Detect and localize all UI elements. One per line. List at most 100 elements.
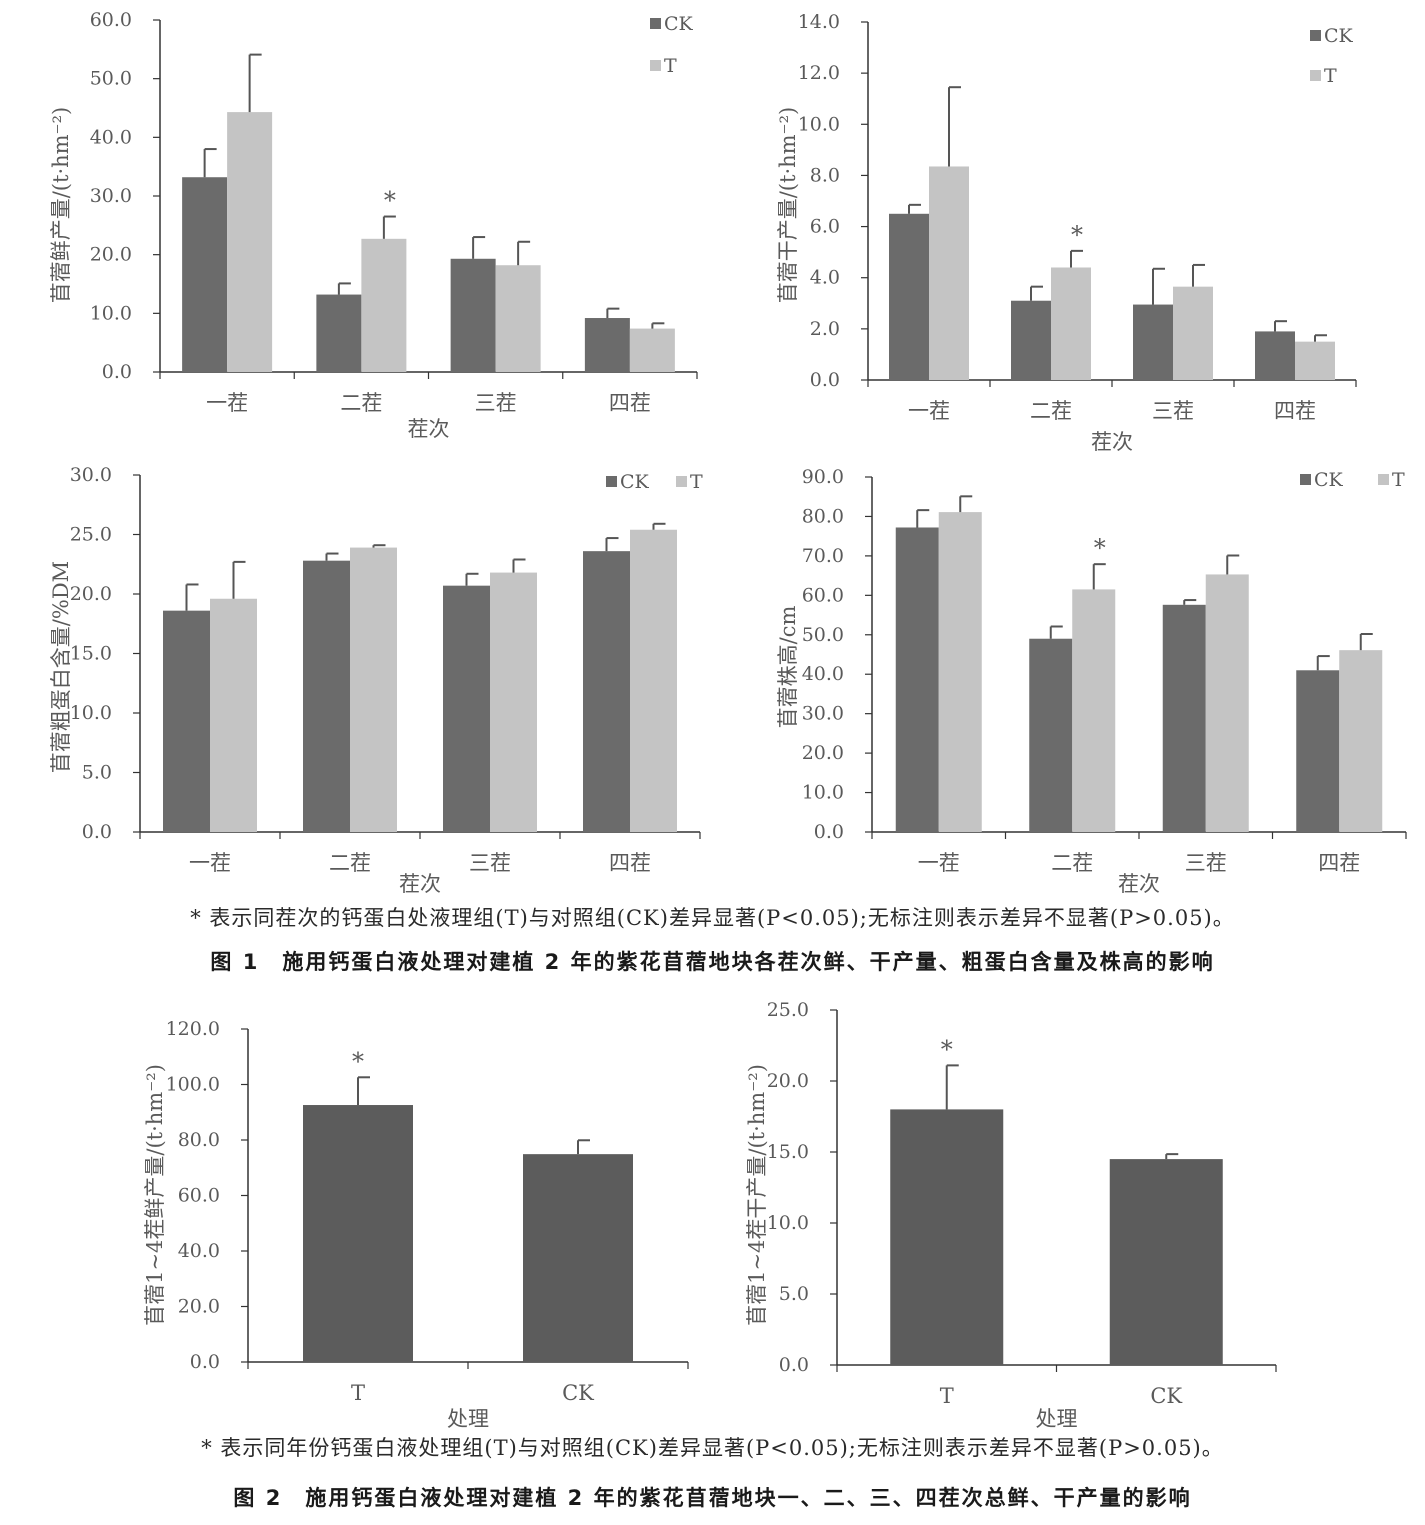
y-tick-label: 40.0 [90, 126, 132, 148]
bar-t [629, 328, 675, 372]
y-tick-label: 15.0 [767, 1141, 809, 1163]
y-tick-label: 60.0 [802, 584, 844, 606]
y-tick-label: 120.0 [166, 1018, 220, 1040]
significance-marker: * [1071, 221, 1083, 249]
x-category-label: T [351, 1381, 365, 1405]
bar-t [210, 598, 257, 832]
bar-ck [1296, 670, 1340, 832]
legend-label-t: T [1392, 469, 1405, 491]
bar-value [523, 1154, 633, 1362]
x-category-label: 一茬 [918, 851, 960, 875]
bar-ck [895, 527, 939, 832]
bar-ck [584, 318, 630, 372]
y-tick-label: 30.0 [90, 185, 132, 207]
y-tick-label: 6.0 [810, 216, 840, 238]
legend-label-ck: CK [1314, 469, 1344, 491]
x-axis-title: 茬次 [1091, 430, 1133, 454]
y-tick-label: 14.0 [798, 11, 840, 33]
x-category-label: 三茬 [1152, 399, 1194, 423]
bar-t [630, 529, 677, 832]
significance-marker: * [941, 1035, 953, 1063]
y-tick-label: 20.0 [178, 1296, 220, 1318]
figure2-note: * 表示同年份钙蛋白液处理组(T)与对照组(CK)差异显著(P<0.05);无标… [201, 1436, 1224, 1460]
y-tick-label: 60.0 [90, 9, 132, 31]
y-axis-title: 苜蓿1~4茬干产量/(t·hm⁻²) [745, 1064, 769, 1326]
y-tick-label: 4.0 [810, 267, 840, 289]
bar-t [227, 112, 273, 373]
legend-swatch-t [676, 476, 687, 487]
bar-ck [889, 213, 929, 380]
bar-value [890, 1109, 1004, 1365]
x-category-label: 三茬 [1185, 851, 1227, 875]
figure1-note: * 表示同茬次的钙蛋白处液理组(T)与对照组(CK)差异显著(P<0.05);无… [190, 906, 1235, 930]
legend-swatch-ck [1310, 30, 1321, 41]
bar-value [303, 1105, 413, 1362]
bar-t [938, 512, 982, 832]
x-category-label: T [940, 1384, 954, 1408]
x-category-label: 二茬 [1051, 851, 1093, 875]
y-tick-label: 25.0 [767, 999, 809, 1021]
bar-t [929, 166, 969, 380]
bar-t [495, 265, 541, 372]
bar-t [1205, 574, 1249, 832]
bar-ck [1133, 304, 1173, 380]
bar-t [490, 572, 537, 832]
y-axis-title: 苜蓿干产量/(t·hm⁻²) [776, 107, 800, 304]
x-category-label: CK [562, 1381, 594, 1405]
bar-ck [450, 258, 496, 372]
legend-label-ck: CK [664, 13, 694, 35]
bar-t [1339, 650, 1383, 832]
legend-label-t: T [1324, 65, 1337, 87]
legend-swatch-t [1310, 70, 1321, 81]
y-tick-label: 20.0 [90, 244, 132, 266]
y-tick-label: 5.0 [779, 1283, 809, 1305]
legend-swatch-ck [606, 476, 617, 487]
y-tick-label: 10.0 [798, 113, 840, 135]
y-tick-label: 10.0 [802, 782, 844, 804]
bar-t [361, 238, 407, 372]
y-tick-label: 20.0 [802, 742, 844, 764]
figure1-caption: 图 1 施用钙蛋白液处理对建植 2 年的紫花苜蓿地块各茬次鲜、干产量、粗蛋白含量… [210, 950, 1215, 974]
y-tick-label: 40.0 [178, 1240, 220, 1262]
x-axis-title: 茬次 [1118, 872, 1160, 896]
y-tick-label: 50.0 [90, 68, 132, 90]
bar-ck [1011, 300, 1051, 380]
legend-swatch-ck [1300, 474, 1311, 485]
x-category-label: 三茬 [475, 391, 517, 415]
y-tick-label: 10.0 [90, 302, 132, 324]
y-axis-title: 苜蓿鲜产量/(t·hm⁻²) [49, 107, 73, 304]
y-tick-label: 80.0 [802, 505, 844, 527]
bar-ck [1162, 604, 1206, 832]
x-category-label: 一茬 [189, 851, 231, 875]
total-dry-yield-chart: 0.0 5.0 10.0 15.0 20.0 25.0 * T CK 处理 苜蓿1~4茬干产量/(t… [745, 999, 1277, 1431]
y-tick-label: 0.0 [102, 361, 132, 383]
plant-height-chart: 0.0 10.0 20.0 30.0 40.0 50.0 60.0 70.0 80.0 90.0 一… [776, 466, 1407, 896]
y-tick-label: 30.0 [802, 703, 844, 725]
y-tick-label: 50.0 [802, 624, 844, 646]
y-tick-label: 30.0 [70, 464, 112, 486]
bar-ck [1255, 331, 1295, 380]
bar-ck [303, 560, 350, 832]
bar-ck [163, 610, 210, 832]
legend-swatch-t [1378, 474, 1389, 485]
bar-ck [443, 585, 490, 832]
x-axis-title: 处理 [1036, 1407, 1078, 1431]
y-tick-label: 70.0 [802, 545, 844, 567]
y-tick-label: 0.0 [82, 821, 112, 843]
x-category-label: 一茬 [206, 391, 248, 415]
bar-ck [182, 177, 228, 372]
legend-label-t: T [690, 471, 703, 493]
x-category-label: 四茬 [609, 851, 651, 875]
x-category-label: 四茬 [609, 391, 651, 415]
y-tick-label: 25.0 [70, 524, 112, 546]
bar-t [1295, 341, 1335, 380]
y-tick-label: 2.0 [810, 318, 840, 340]
x-category-label: 二茬 [340, 391, 382, 415]
y-axis-title: 苜蓿株高/cm [776, 606, 800, 729]
x-category-label: 四茬 [1318, 851, 1360, 875]
y-tick-label: 20.0 [767, 1070, 809, 1092]
y-tick-label: 0.0 [190, 1351, 220, 1373]
figure2-caption: 图 2 施用钙蛋白液处理对建植 2 年的紫花苜蓿地块一、二、三、四茬次总鲜、干产… [233, 1486, 1192, 1510]
